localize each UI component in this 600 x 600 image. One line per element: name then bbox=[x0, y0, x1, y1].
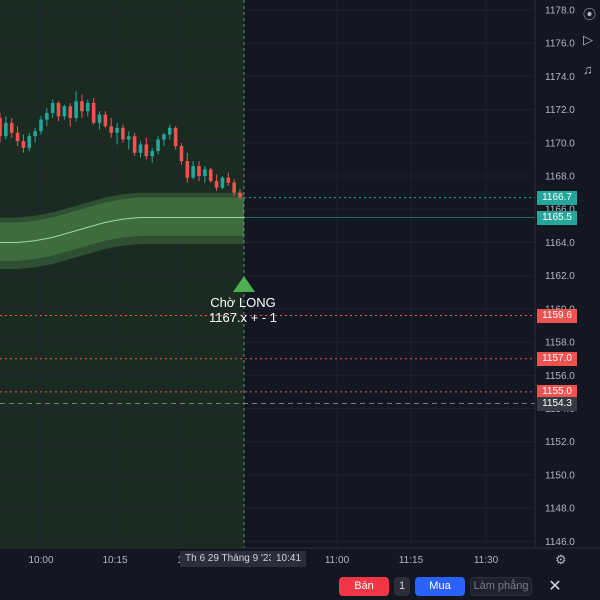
y-tick-label: 1158.0 bbox=[545, 338, 575, 349]
signal-price-label: 1167.x + - 1 bbox=[208, 310, 278, 325]
candle-body bbox=[126, 136, 131, 140]
candle-body bbox=[238, 192, 242, 198]
candle-body bbox=[80, 101, 84, 112]
candle-body bbox=[138, 144, 143, 153]
candle-body bbox=[150, 151, 154, 157]
y-tick-label: 1172.0 bbox=[545, 105, 575, 116]
flatten-button[interactable]: Làm phẳng bbox=[470, 577, 532, 596]
candle-body bbox=[109, 126, 114, 133]
y-tick-label: 1166.0 bbox=[545, 205, 575, 216]
candle-body bbox=[167, 127, 172, 135]
price-level-badge: 1159.6 bbox=[537, 308, 577, 323]
candle-body bbox=[62, 106, 67, 117]
candle-body bbox=[179, 146, 184, 162]
y-tick-label: 1148.0 bbox=[545, 504, 575, 515]
x-tick-label: 10:15 bbox=[102, 555, 127, 566]
candle-body bbox=[0, 117, 2, 137]
y-tick-label: 1168.0 bbox=[545, 172, 575, 183]
candle-body bbox=[68, 106, 73, 118]
signal-label: Chờ LONG bbox=[210, 295, 276, 310]
ema-line bbox=[0, 217, 244, 243]
highlight-region bbox=[0, 0, 244, 548]
price-level-badge: 1165.5 bbox=[537, 210, 577, 225]
candle-body bbox=[203, 169, 207, 177]
candle-body bbox=[132, 136, 137, 153]
x-tick-label: 10:00 bbox=[28, 555, 53, 566]
candle-body bbox=[197, 166, 201, 177]
indicator-band bbox=[0, 192, 244, 270]
candle-body bbox=[162, 134, 166, 140]
y-tick-label: 1150.0 bbox=[545, 470, 575, 481]
crosshair-time-label: 10:41 bbox=[271, 551, 307, 567]
candle-body bbox=[4, 122, 8, 137]
quantity-field[interactable]: 1 bbox=[394, 577, 410, 596]
y-tick-label: 1178.0 bbox=[545, 5, 575, 16]
settings-gear-icon[interactable]: ⚙ bbox=[555, 552, 567, 567]
candle-body bbox=[91, 102, 96, 123]
y-tick-label: 1176.0 bbox=[545, 39, 575, 50]
candle-body bbox=[33, 131, 37, 137]
candle-body bbox=[56, 102, 61, 117]
candle-body bbox=[208, 169, 213, 182]
close-icon[interactable]: ✕ bbox=[548, 578, 562, 595]
buy-button[interactable]: Mua bbox=[415, 577, 465, 596]
price-level-badge: 1154.3 bbox=[537, 396, 577, 411]
candle-body bbox=[45, 112, 49, 120]
candle-body bbox=[21, 141, 26, 148]
crosshair-date-label: Th 6 29 Tháng 9 '23 bbox=[180, 551, 280, 567]
candle-body bbox=[191, 166, 195, 178]
candle-body bbox=[27, 136, 32, 148]
y-tick-label: 1170.0 bbox=[545, 138, 575, 149]
y-tick-label: 1174.0 bbox=[545, 72, 575, 83]
y-tick-label: 1164.0 bbox=[545, 238, 575, 249]
candle-body bbox=[103, 114, 108, 127]
candle-body bbox=[39, 119, 43, 132]
candle-body bbox=[173, 127, 178, 147]
candle-body bbox=[232, 182, 236, 193]
candle-body bbox=[220, 177, 225, 188]
y-tick-label: 1152.0 bbox=[545, 437, 575, 448]
sell-button[interactable]: Bán bbox=[339, 577, 389, 596]
y-axis: 1178.0 1176.0 1174.0 1172.0 1170.0 1168.0 1166… bbox=[534, 0, 575, 548]
candle-body bbox=[185, 161, 190, 178]
candle-body bbox=[115, 127, 119, 133]
candle-body bbox=[86, 102, 90, 112]
candle-body bbox=[214, 181, 219, 188]
y-tick-label: 1146.0 bbox=[545, 537, 575, 548]
price-level-badge: 1166.7 bbox=[537, 190, 577, 205]
price-level-badge: 1157.0 bbox=[537, 351, 577, 366]
candle-body bbox=[121, 127, 125, 140]
x-tick-label: 11:00 bbox=[325, 555, 350, 566]
y-tick-label: 1156.0 bbox=[545, 371, 575, 382]
candle-body bbox=[74, 101, 78, 118]
long-signal-triangle bbox=[233, 276, 255, 292]
candle-body bbox=[9, 122, 14, 133]
grid-lines bbox=[0, 0, 535, 548]
price-level-badge: 1155.0 bbox=[537, 384, 577, 399]
x-tick-label: 11:15 bbox=[399, 555, 424, 566]
inner-band bbox=[0, 197, 244, 261]
candle-body bbox=[156, 139, 160, 152]
candle-body bbox=[50, 102, 55, 113]
candle-body bbox=[144, 144, 149, 157]
play-icon[interactable]: ▷ bbox=[583, 32, 593, 47]
alert-bell-icon[interactable]: ♫ bbox=[583, 62, 593, 77]
candles bbox=[0, 91, 242, 200]
price-levels bbox=[0, 197, 535, 405]
candle-body bbox=[15, 132, 20, 142]
y-tick-label: 1162.0 bbox=[545, 271, 575, 282]
candle-body bbox=[97, 114, 102, 123]
x-tick-label: 11:30 bbox=[474, 555, 499, 566]
candle-body bbox=[226, 177, 231, 183]
indicator-icon[interactable]: ⦿ bbox=[583, 7, 597, 22]
